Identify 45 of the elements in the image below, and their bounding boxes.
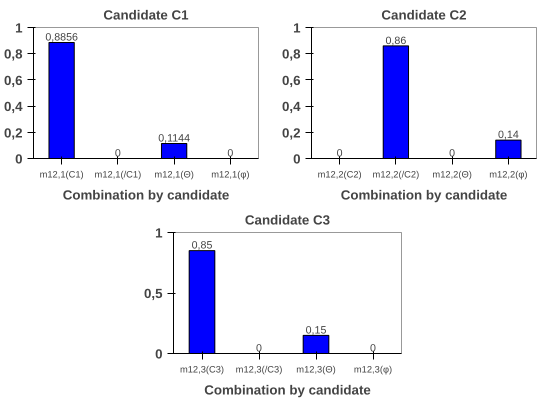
y-tick-label: 0,5 [144, 286, 164, 301]
x-axis-title: Combination by candidate [340, 188, 508, 202]
data-label: 0,15 [306, 324, 326, 336]
chart-title: Candidate C3 [244, 212, 330, 228]
data-label: 0 [114, 148, 121, 160]
data-label: 0 [449, 148, 456, 160]
y-tick-label: 0,2 [282, 125, 301, 140]
x-tick-label: m12,1(φ) [211, 170, 250, 180]
data-label: 0 [370, 342, 376, 354]
x-axis-title: Combination by candidate [204, 382, 371, 398]
data-label: 0,85 [192, 240, 212, 252]
data-label: 0,1144 [158, 132, 190, 145]
y-tick-label: 0,6 [4, 72, 23, 88]
data-label: 0 [256, 342, 262, 354]
y-tick-label: 0 [15, 152, 23, 166]
y-tick-label: 0,4 [4, 99, 24, 114]
y-tick-label: 1 [15, 20, 24, 36]
y-tick-label: 0 [293, 152, 301, 166]
y-tick-label: 0 [155, 346, 163, 362]
data-label: 0 [227, 148, 234, 160]
x-tick-label: m12,3(/C3) [236, 364, 282, 374]
x-tick-label: m12,2(C2) [318, 170, 362, 180]
chart-title: Candidate C2 [381, 8, 467, 22]
y-tick-label: 0,2 [4, 125, 23, 140]
data-label: 0,8856 [45, 31, 78, 44]
y-tick-label: 1 [293, 20, 302, 36]
x-tick-label: m12,2(Θ) [432, 170, 472, 180]
data-label: 0 [336, 148, 343, 160]
x-axis-title: Combination by candidate [62, 188, 230, 202]
data-label: 0,86 [386, 34, 406, 47]
x-tick-label: m12,3(C3) [180, 364, 224, 374]
data-label: 0,14 [498, 129, 519, 142]
y-tick-label: 0,6 [282, 72, 301, 88]
x-tick-label: m12,1(Θ) [154, 170, 194, 180]
y-tick-label: 1 [155, 226, 164, 240]
x-tick-label: m12,3(φ) [354, 364, 392, 374]
x-tick-label: m12,2(φ) [489, 170, 528, 180]
y-tick-label: 0,4 [282, 99, 302, 114]
y-tick-label: 0,8 [282, 46, 301, 62]
y-tick-label: 0,8 [4, 46, 23, 62]
x-tick-label: m12,2(/C2) [372, 170, 420, 180]
x-tick-label: m12,3(Θ) [296, 364, 336, 374]
chart-title: Candidate C1 [103, 8, 190, 22]
x-tick-label: m12,1(/C1) [94, 170, 142, 180]
x-tick-label: m12,1(C1) [40, 170, 84, 180]
